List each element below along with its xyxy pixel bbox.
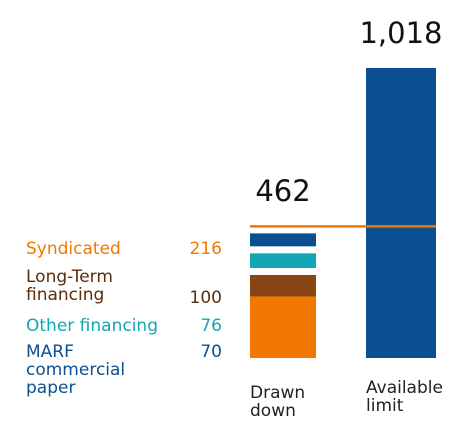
bar (366, 68, 436, 358)
x-tick-label: Available limit (366, 378, 443, 416)
total-label: 462 (255, 174, 311, 209)
bar-segment (250, 253, 316, 268)
legend-label: MARF commercial paper (26, 342, 126, 398)
legend-value: 216 (189, 239, 222, 259)
x-tick-label: Drawn down (250, 383, 306, 421)
bar-segment (250, 296, 316, 358)
bar-segment (250, 233, 316, 247)
legend-value: 100 (189, 288, 222, 308)
legend-label: Other financing (26, 316, 158, 336)
bar-segment (250, 274, 316, 297)
legend-label: Long-Term financing (26, 267, 113, 305)
legend-value: 76 (200, 316, 222, 336)
legend-label: Syndicated (26, 239, 121, 259)
total-label: 1,018 (359, 16, 443, 50)
legend-value: 70 (200, 342, 222, 362)
